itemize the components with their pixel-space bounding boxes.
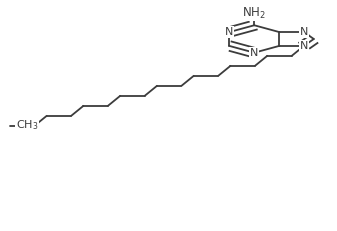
Text: N: N [300,41,308,51]
Text: N: N [225,27,233,37]
Text: NH$_2$: NH$_2$ [242,6,266,21]
Text: CH$_3$: CH$_3$ [16,118,38,132]
Text: N: N [250,48,258,58]
Text: N: N [300,27,308,37]
